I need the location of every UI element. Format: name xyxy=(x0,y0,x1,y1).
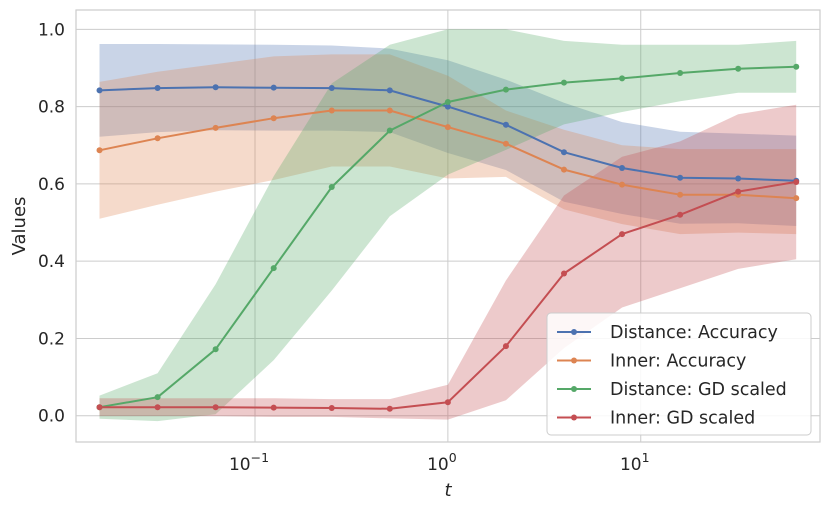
data-point xyxy=(560,166,567,173)
data-point xyxy=(502,121,509,128)
data-point xyxy=(444,103,451,110)
data-point xyxy=(793,63,800,70)
legend-marker xyxy=(571,414,577,421)
data-point xyxy=(328,107,335,114)
data-point xyxy=(677,191,684,198)
series-points xyxy=(96,63,800,412)
x-axis-label: t xyxy=(444,480,452,501)
y-tick-label: 0.4 xyxy=(38,252,65,272)
x-tick-label: 10−1 xyxy=(229,450,269,475)
y-tick-label: 0.2 xyxy=(38,329,65,349)
y-axis-label: Values xyxy=(9,197,30,256)
data-point xyxy=(677,69,684,76)
data-point xyxy=(619,181,626,188)
data-point xyxy=(270,404,277,411)
data-point xyxy=(444,124,451,131)
data-point xyxy=(270,115,277,122)
data-point xyxy=(619,75,626,82)
confidence-band-2 xyxy=(99,29,797,422)
data-point xyxy=(386,87,393,94)
data-point xyxy=(677,211,684,218)
data-point xyxy=(328,404,335,411)
legend: Distance: Accuracy Inner: Accuracy Distanc… xyxy=(546,312,812,436)
legend-marker xyxy=(571,357,577,364)
y-tick-label: 1.0 xyxy=(38,20,65,40)
data-point xyxy=(560,149,567,156)
data-point xyxy=(212,404,219,411)
data-point xyxy=(735,65,742,72)
data-point xyxy=(386,405,393,412)
data-point xyxy=(96,87,103,94)
data-point xyxy=(270,265,277,272)
data-point xyxy=(328,183,335,190)
data-point xyxy=(735,188,742,195)
data-point xyxy=(212,346,219,353)
legend-marker xyxy=(571,329,577,335)
data-point xyxy=(677,174,684,181)
legend-label: Distance: Accuracy xyxy=(610,323,778,343)
data-point xyxy=(386,107,393,114)
data-point xyxy=(444,399,451,406)
data-point xyxy=(793,178,800,185)
data-point xyxy=(735,175,742,182)
x-tick-label: 101 xyxy=(620,450,650,475)
legend-box xyxy=(546,312,812,436)
y-tick-label: 0.0 xyxy=(38,407,65,427)
data-point xyxy=(212,84,219,91)
data-point xyxy=(560,270,567,277)
confidence-band-1 xyxy=(99,54,797,235)
data-point xyxy=(502,343,509,350)
data-point xyxy=(386,127,393,134)
data-point xyxy=(154,394,161,401)
data-point xyxy=(502,140,509,147)
data-point xyxy=(212,124,219,131)
x-tick-label: 100 xyxy=(427,450,457,475)
data-point xyxy=(154,135,161,142)
data-point xyxy=(154,85,161,92)
data-point xyxy=(96,147,103,154)
data-point xyxy=(793,195,800,202)
y-tick-label: 0.6 xyxy=(38,175,65,195)
data-point xyxy=(619,231,626,238)
data-point xyxy=(154,404,161,411)
y-tick-label: 0.8 xyxy=(38,98,65,118)
x-tick-labels: 10−1 100 101 xyxy=(229,450,650,475)
y-tick-labels: 0.0 0.2 0.4 0.6 0.8 1.0 xyxy=(38,20,65,426)
data-point xyxy=(560,79,567,86)
legend-label: Inner: GD scaled xyxy=(610,409,755,429)
data-point xyxy=(619,165,626,172)
legend-label: Inner: Accuracy xyxy=(610,352,746,372)
data-point xyxy=(270,84,277,91)
data-point xyxy=(444,98,451,105)
legend-label: Distance: GD scaled xyxy=(610,380,787,400)
legend-marker xyxy=(571,386,577,392)
data-point xyxy=(96,404,103,411)
data-point xyxy=(328,85,335,92)
data-point xyxy=(502,86,509,93)
